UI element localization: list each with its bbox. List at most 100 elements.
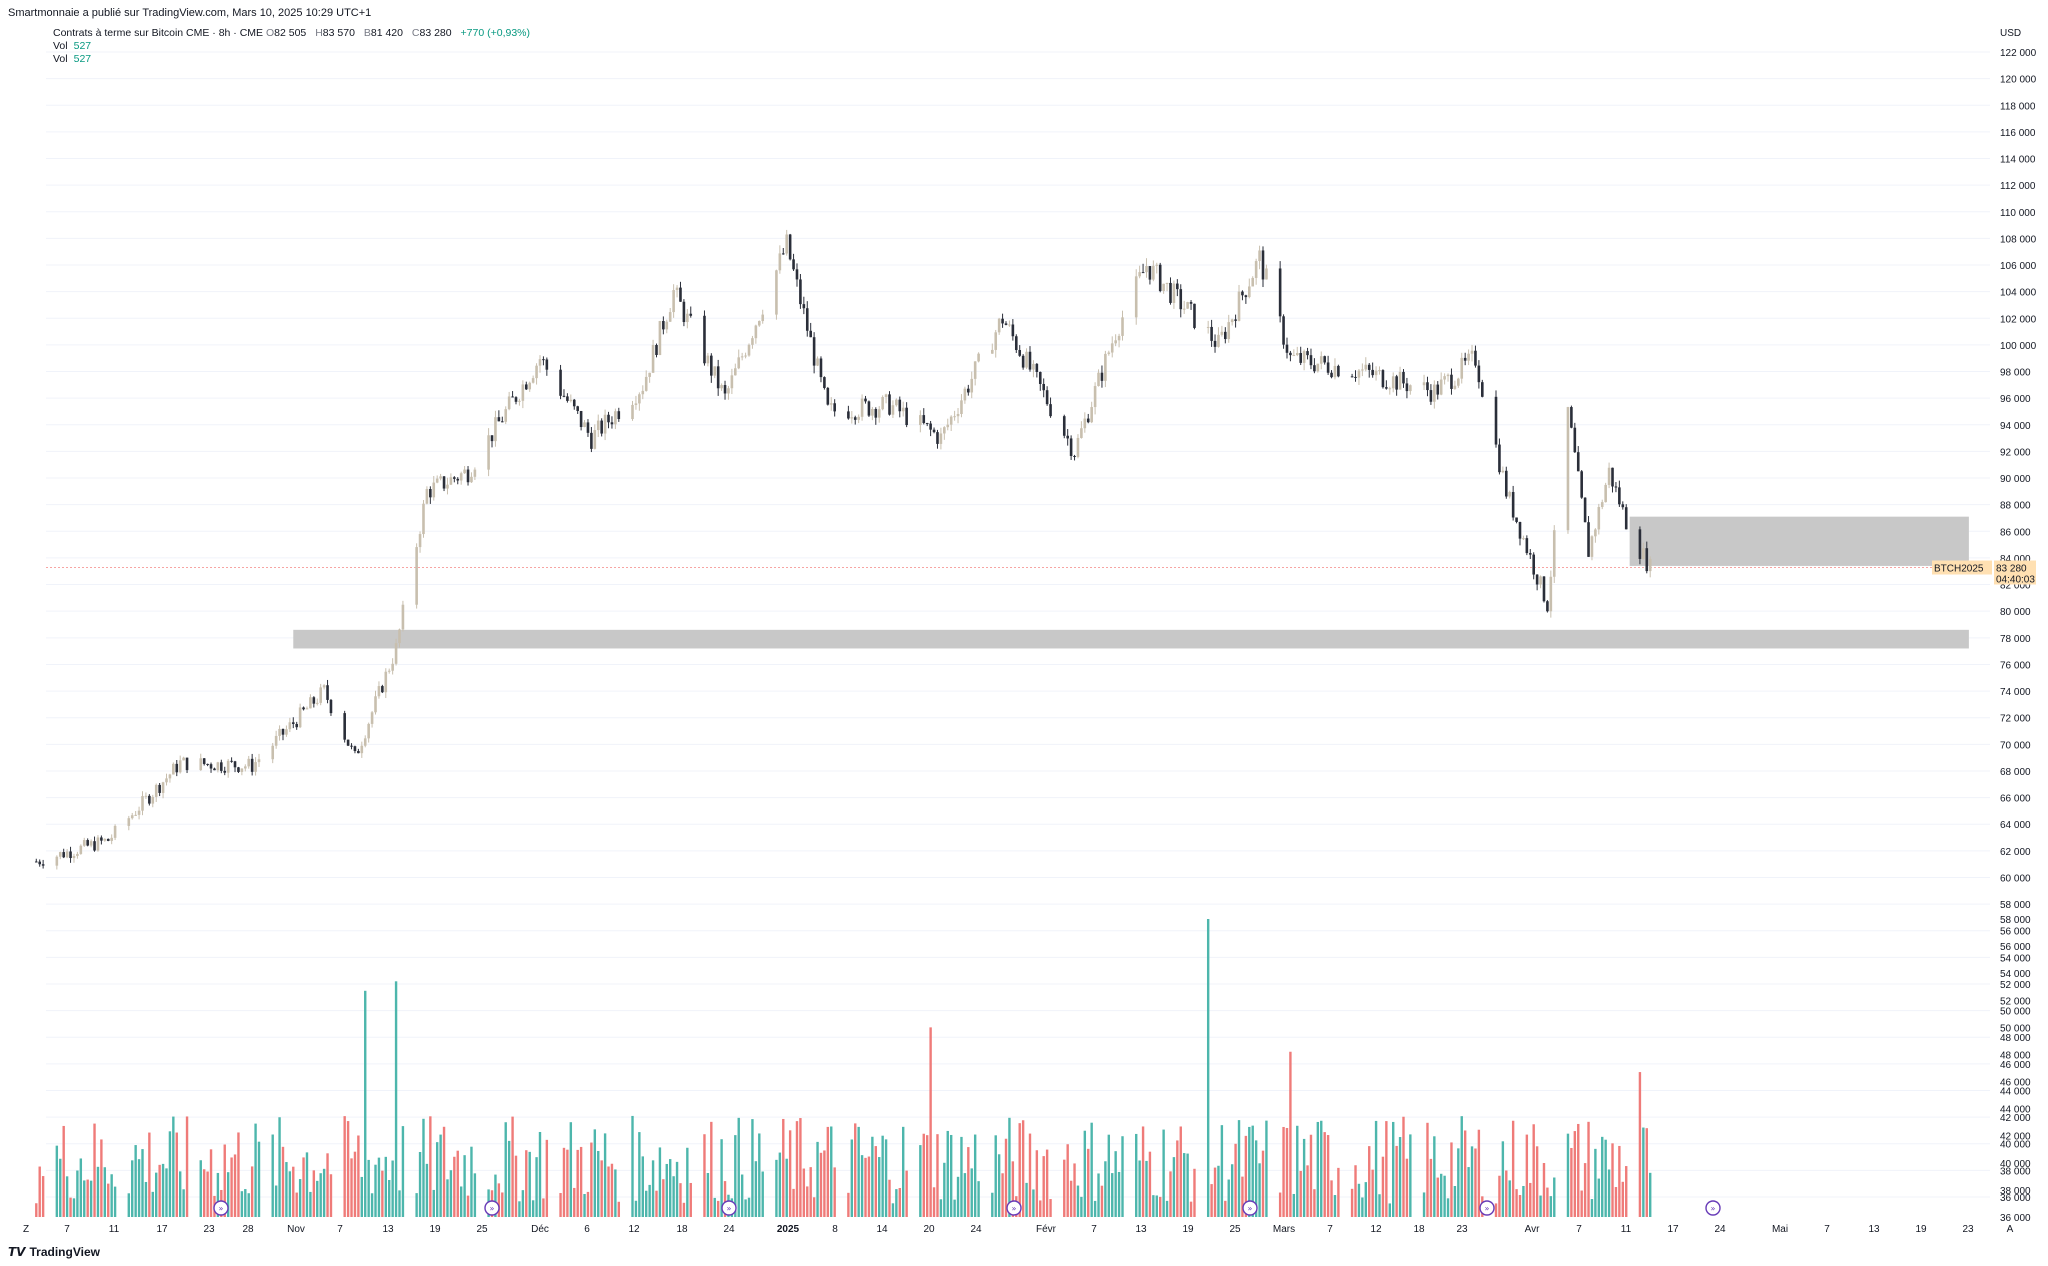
volume-bar [809, 1167, 812, 1217]
time-tick-label: 11 [109, 1224, 120, 1235]
candle-up [459, 473, 463, 481]
candle-up [1090, 407, 1093, 423]
volume-bar [679, 1183, 682, 1217]
volume-bar [538, 1131, 542, 1217]
volume-bar [528, 1151, 531, 1217]
candle-up [1292, 355, 1296, 357]
volume-bar [96, 1166, 100, 1217]
candle-down [1100, 372, 1104, 381]
volume-bar [641, 1156, 644, 1217]
last-price-tag [1994, 560, 2036, 585]
volume-bar [1302, 1138, 1306, 1217]
volume-bar [617, 1201, 621, 1217]
volume-bar [425, 1163, 429, 1217]
candle-down [586, 422, 590, 433]
volume-bar [456, 1150, 459, 1217]
candle-down [600, 420, 603, 434]
volume-tick-label: 38 000 [2000, 1186, 2031, 1197]
candle-up [1642, 548, 1645, 559]
candle-up [1467, 353, 1470, 361]
candle-up [850, 417, 854, 419]
candle-down [175, 763, 179, 773]
time-tick-label: 19 [1182, 1224, 1194, 1235]
candle-up [740, 356, 744, 358]
symbol-title[interactable]: Contrats à terme sur Bitcoin CME · 8h · … [53, 27, 264, 39]
volume-bar [295, 1192, 298, 1217]
volume-bar [823, 1150, 826, 1217]
candle-down [1045, 390, 1049, 405]
volume-bar [655, 1190, 658, 1217]
volume-bar [545, 1139, 549, 1217]
volume-bar [298, 1179, 302, 1217]
time-tick-label: 12 [1370, 1224, 1382, 1235]
candle-up [713, 366, 717, 376]
volume-bar [1141, 1126, 1145, 1217]
candle-down [456, 478, 460, 481]
candle-up [1220, 331, 1224, 335]
legend-vol-row-1[interactable]: Vol 527 [53, 40, 530, 53]
volume-bar [1645, 1128, 1648, 1217]
volume-bar [734, 1135, 737, 1217]
price-tick-label: 62 000 [2000, 847, 2031, 858]
candles [34, 229, 1652, 870]
tradingview-logo-icon: 𝙏𝙑 [8, 1245, 26, 1259]
volume-bar [326, 1153, 329, 1217]
candle-up [751, 338, 754, 345]
candle-down [847, 411, 850, 419]
candle-down [1244, 295, 1248, 298]
candle-up [775, 270, 778, 315]
legend-vol-row-2[interactable]: Vol 527 [53, 53, 530, 66]
volume-bar [59, 1158, 62, 1217]
candle-up [199, 758, 203, 771]
candle-up [1333, 365, 1337, 378]
volume-bar [1614, 1187, 1618, 1217]
volume-bar [569, 1122, 573, 1217]
volume-bar [446, 1179, 449, 1217]
candle-down [805, 308, 809, 331]
vol-label: Vol [53, 53, 68, 65]
volume-bar [1021, 1120, 1025, 1217]
volume-bar [247, 1193, 250, 1217]
candle-down [1062, 416, 1066, 436]
volume-bar [686, 1147, 689, 1217]
time-tick-label: Mai [1772, 1224, 1788, 1235]
price-tick-label: 102 000 [2000, 314, 2037, 325]
candle-up [1590, 536, 1594, 557]
volume-bar [850, 1139, 854, 1217]
grid-lines [46, 51, 1990, 1198]
volume-bar [1148, 1151, 1152, 1217]
volume-bar [401, 1126, 405, 1217]
candle-up [274, 735, 278, 746]
candle-down [562, 395, 566, 397]
candle-down [662, 321, 665, 330]
candle-down [1176, 283, 1179, 290]
volume-bar [665, 1163, 668, 1217]
volume-bar [881, 1135, 884, 1217]
candle-up [79, 845, 83, 854]
volume-bar [1597, 1178, 1601, 1217]
candle-up [216, 762, 220, 771]
volume-bar [744, 1199, 747, 1217]
candle-down [69, 851, 72, 859]
volume-bar [566, 1149, 569, 1217]
candle-down [1580, 471, 1583, 498]
candle-down [1583, 497, 1587, 523]
volume-bar [867, 1156, 871, 1217]
candle-up [1604, 484, 1607, 503]
volume-bar [754, 1161, 758, 1217]
time-tick-label: 7 [1327, 1224, 1333, 1235]
volume-bar [1474, 1148, 1477, 1217]
volume-bar [871, 1136, 874, 1217]
candle-up [1597, 507, 1601, 530]
candle-up [161, 782, 165, 793]
candle-down [1189, 302, 1193, 304]
candle-up [285, 729, 288, 735]
volume-bar [1337, 1167, 1340, 1217]
candle-up [58, 852, 62, 857]
candle-up [65, 851, 69, 858]
candle-up [391, 663, 394, 671]
volume-bar [93, 1123, 96, 1217]
volume-bar [1498, 1175, 1501, 1217]
volume-bar [806, 1186, 809, 1217]
